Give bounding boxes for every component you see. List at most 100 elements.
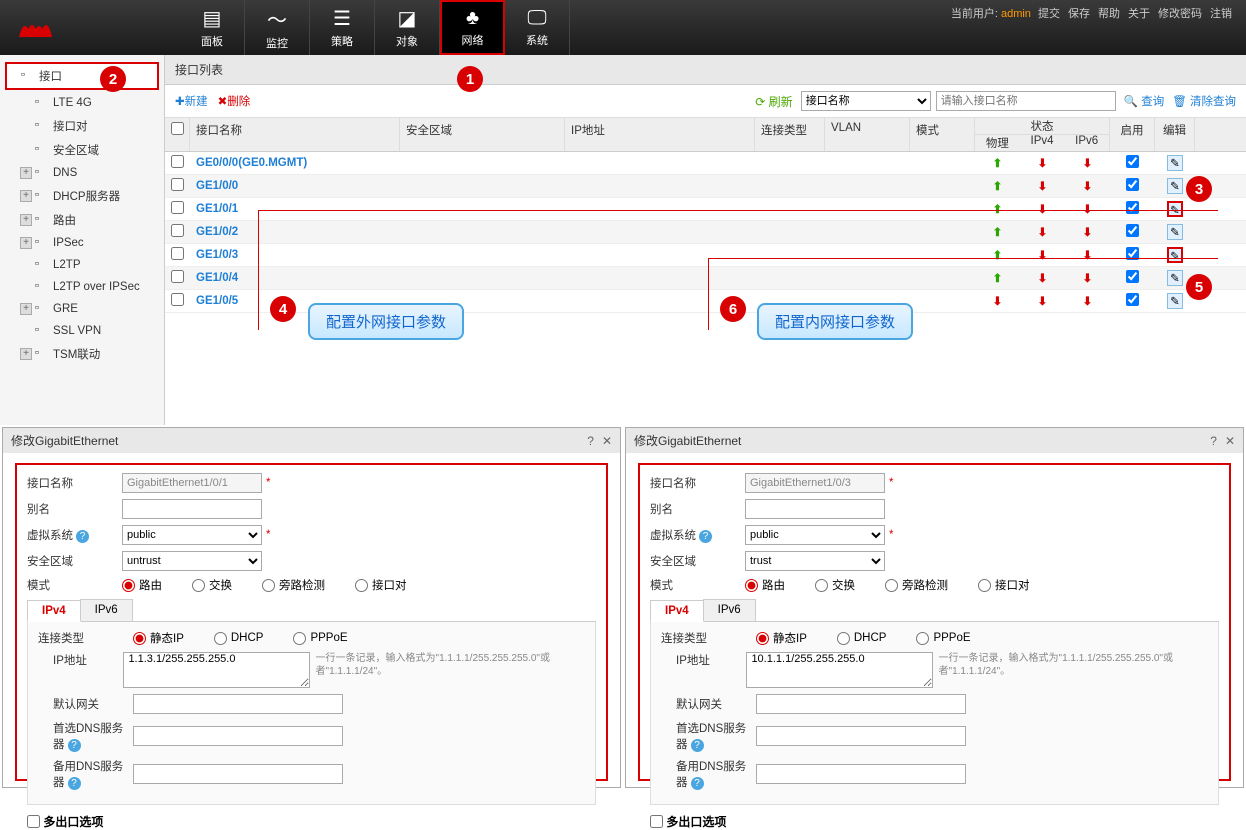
vsys-select[interactable]: public xyxy=(122,525,262,545)
top-link[interactable]: 注销 xyxy=(1210,8,1232,20)
enable-checkbox[interactable] xyxy=(1126,201,1139,214)
multi-exit-checkbox[interactable] xyxy=(27,815,40,828)
gw-input[interactable] xyxy=(133,694,343,714)
enable-checkbox[interactable] xyxy=(1126,155,1139,168)
th-name[interactable]: 接口名称 xyxy=(190,118,400,151)
sidebar-item[interactable]: +▫GRE xyxy=(0,298,164,320)
th-conn[interactable]: 连接类型 xyxy=(755,118,825,151)
row-checkbox[interactable] xyxy=(171,270,184,283)
clear-query-button[interactable]: 🗑 清除查询 xyxy=(1172,93,1236,109)
top-link[interactable]: 修改密码 xyxy=(1158,8,1202,20)
filter-input[interactable] xyxy=(936,91,1116,111)
interface-link[interactable]: GE1/0/1 xyxy=(196,203,238,215)
mode-radio[interactable]: 接口对 xyxy=(978,577,1030,593)
conn-radio[interactable]: 静态IP xyxy=(756,630,807,646)
sidebar-item[interactable]: +▫IPSec xyxy=(0,232,164,254)
th-ip[interactable]: IP地址 xyxy=(565,118,755,151)
conn-radio[interactable]: 静态IP xyxy=(133,630,184,646)
enable-checkbox[interactable] xyxy=(1126,178,1139,191)
help-icon[interactable]: ? xyxy=(68,777,81,790)
nav-对象[interactable]: ◪对象 xyxy=(375,0,440,55)
help-icon[interactable]: ? xyxy=(587,434,594,448)
alias-input[interactable] xyxy=(122,499,262,519)
expand-icon[interactable]: + xyxy=(20,214,32,226)
conn-radio[interactable]: DHCP xyxy=(214,630,264,646)
edit-icon[interactable]: ✎ xyxy=(1167,270,1183,286)
filter-field-select[interactable]: 接口名称 xyxy=(801,91,931,111)
top-link[interactable]: 提交 xyxy=(1038,8,1060,20)
help-icon[interactable]: ? xyxy=(1210,434,1217,448)
th-zone[interactable]: 安全区域 xyxy=(400,118,565,151)
conn-radio[interactable]: PPPoE xyxy=(293,630,347,646)
expand-icon[interactable]: + xyxy=(20,237,32,249)
sidebar-item[interactable]: ▫安全区域 xyxy=(0,138,164,162)
nav-监控[interactable]: 〜监控 xyxy=(245,0,310,55)
expand-icon[interactable]: + xyxy=(20,303,32,315)
nav-系统[interactable]: 🖵系统 xyxy=(505,0,570,55)
sidebar-item[interactable]: +▫DNS xyxy=(0,162,164,184)
help-icon[interactable]: ? xyxy=(76,530,89,543)
enable-checkbox[interactable] xyxy=(1126,293,1139,306)
dns2-input[interactable] xyxy=(133,764,343,784)
row-checkbox[interactable] xyxy=(171,247,184,260)
edit-icon[interactable]: ✎ xyxy=(1167,247,1183,263)
expand-icon[interactable]: + xyxy=(20,167,32,179)
mode-radio[interactable]: 交换 xyxy=(192,577,232,593)
th-enable[interactable]: 启用 xyxy=(1110,118,1155,151)
zone-select[interactable]: untrust xyxy=(122,551,262,571)
dns2-input[interactable] xyxy=(756,764,966,784)
close-icon[interactable]: ✕ xyxy=(602,434,612,448)
row-checkbox[interactable] xyxy=(171,293,184,306)
th-edit[interactable]: 编辑 xyxy=(1155,118,1195,151)
row-checkbox[interactable] xyxy=(171,224,184,237)
zone-select[interactable]: trust xyxy=(745,551,885,571)
edit-icon[interactable]: ✎ xyxy=(1167,201,1183,217)
tab-ipv4[interactable]: IPv4 xyxy=(27,600,81,622)
gw-input[interactable] xyxy=(756,694,966,714)
conn-radio[interactable]: DHCP xyxy=(837,630,887,646)
close-icon[interactable]: ✕ xyxy=(1225,434,1235,448)
enable-checkbox[interactable] xyxy=(1126,224,1139,237)
row-checkbox[interactable] xyxy=(171,155,184,168)
ip-input[interactable]: 1.1.3.1/255.255.255.0 xyxy=(123,652,309,688)
edit-icon[interactable]: ✎ xyxy=(1167,224,1183,240)
multi-exit-checkbox[interactable] xyxy=(650,815,663,828)
sidebar-item[interactable]: ▫L2TP over IPSec xyxy=(0,276,164,298)
th-mode[interactable]: 模式 xyxy=(910,118,975,151)
select-all-checkbox[interactable] xyxy=(171,122,184,135)
tab-ipv6[interactable]: IPv6 xyxy=(703,599,756,621)
row-checkbox[interactable] xyxy=(171,201,184,214)
sidebar-item[interactable]: +▫路由 xyxy=(0,208,164,232)
vsys-select[interactable]: public xyxy=(745,525,885,545)
conn-radio[interactable]: PPPoE xyxy=(916,630,970,646)
dns1-input[interactable] xyxy=(133,726,343,746)
edit-icon[interactable]: ✎ xyxy=(1167,178,1183,194)
expand-icon[interactable]: + xyxy=(20,190,32,202)
nav-面板[interactable]: ▤面板 xyxy=(180,0,245,55)
sidebar-item[interactable]: +▫DHCP服务器 xyxy=(0,184,164,208)
th-ipv6[interactable]: IPv6 xyxy=(1064,135,1109,151)
top-link[interactable]: 帮助 xyxy=(1098,8,1120,20)
refresh-button[interactable]: ⟳ 刷新 xyxy=(755,93,792,110)
help-icon[interactable]: ? xyxy=(699,530,712,543)
tab-ipv6[interactable]: IPv6 xyxy=(80,599,133,621)
alias-input[interactable] xyxy=(745,499,885,519)
mode-radio[interactable]: 交换 xyxy=(815,577,855,593)
mode-radio[interactable]: 接口对 xyxy=(355,577,407,593)
expand-icon[interactable]: + xyxy=(20,348,32,360)
sidebar-item[interactable]: ▫L2TP xyxy=(0,254,164,276)
query-button[interactable]: 🔍 查询 xyxy=(1124,93,1165,109)
interface-link[interactable]: GE0/0/0(GE0.MGMT) xyxy=(196,157,307,169)
top-link[interactable]: 关于 xyxy=(1128,8,1150,20)
nav-网络[interactable]: ♣网络 xyxy=(440,0,505,55)
th-ipv4[interactable]: IPv4 xyxy=(1020,135,1065,151)
new-button[interactable]: ✚ 新建 xyxy=(175,93,208,109)
interface-link[interactable]: GE1/0/5 xyxy=(196,295,238,307)
mode-radio[interactable]: 路由 xyxy=(122,577,162,593)
sidebar-item[interactable]: ▫接口对 xyxy=(0,114,164,138)
row-checkbox[interactable] xyxy=(171,178,184,191)
mode-radio[interactable]: 路由 xyxy=(745,577,785,593)
dns1-input[interactable] xyxy=(756,726,966,746)
interface-link[interactable]: GE1/0/4 xyxy=(196,272,238,284)
sidebar-item[interactable]: ▫接口 xyxy=(5,62,159,90)
